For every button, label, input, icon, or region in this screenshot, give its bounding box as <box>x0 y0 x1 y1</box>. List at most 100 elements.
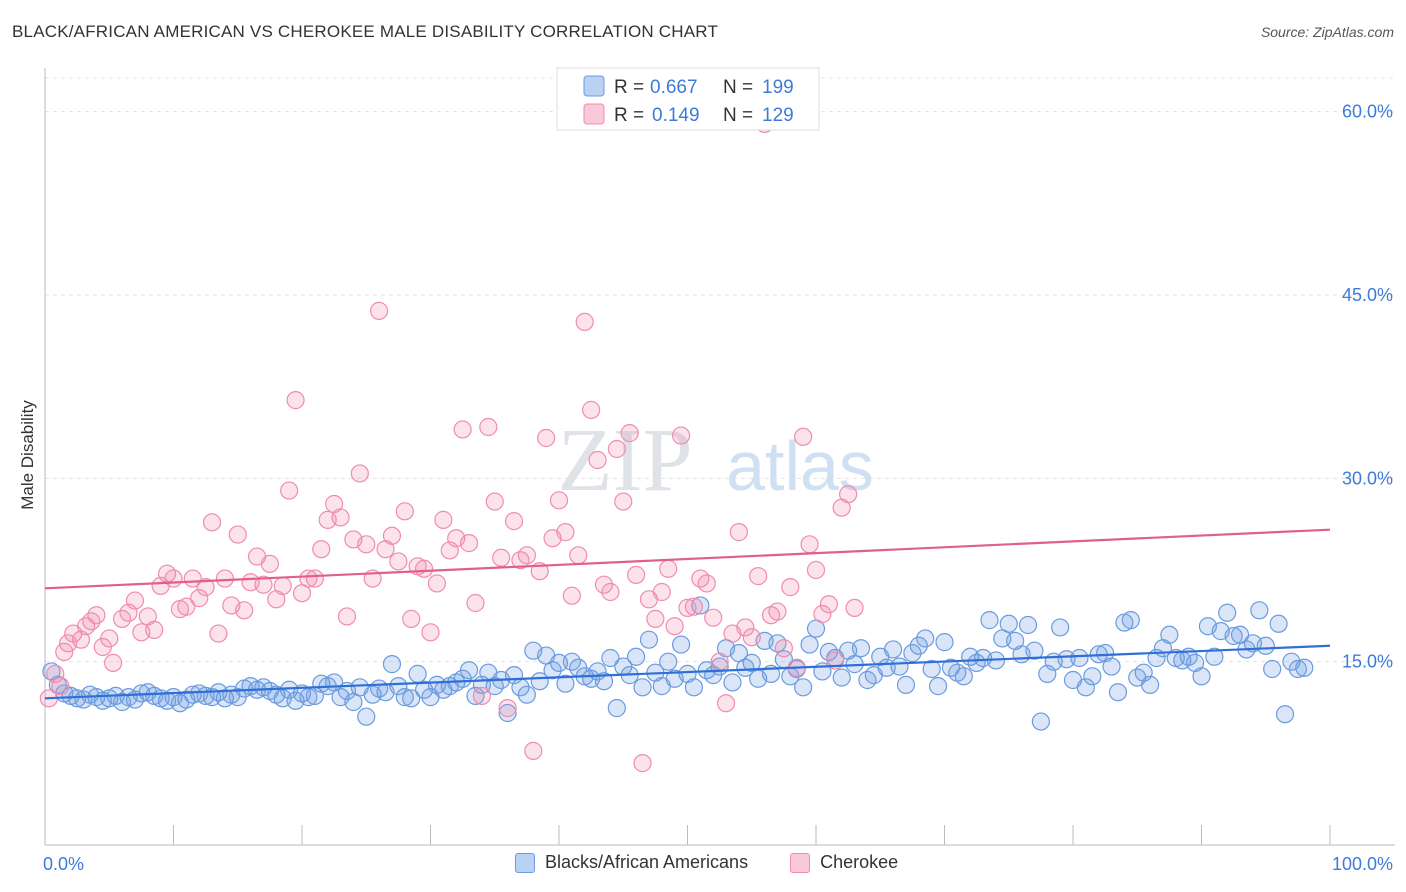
point-cherokee <box>273 576 292 595</box>
point-blacks <box>607 699 626 718</box>
point-blacks <box>1160 625 1179 644</box>
point-cherokee <box>209 624 228 643</box>
y-tick-label: 60.0% <box>1342 102 1393 122</box>
point-blacks <box>909 636 928 655</box>
point-cherokee <box>215 569 234 588</box>
stat-n-label-pink: N = <box>723 105 753 126</box>
point-blacks <box>594 672 614 691</box>
point-cherokee <box>177 597 196 616</box>
point-cherokee <box>280 481 299 500</box>
point-cherokee <box>357 535 376 554</box>
point-cherokee <box>382 526 402 545</box>
point-blacks <box>954 667 973 686</box>
point-cherokee <box>434 510 453 529</box>
point-cherokee <box>350 464 369 483</box>
point-blacks <box>517 685 536 704</box>
point-cherokee <box>517 546 536 565</box>
point-blacks <box>1083 667 1102 686</box>
point-cherokee <box>524 741 543 760</box>
point-blacks <box>1140 675 1160 694</box>
point-cherokee <box>421 623 440 642</box>
point-blacks <box>408 664 427 683</box>
point-blacks <box>183 685 202 704</box>
point-cherokee <box>466 593 485 613</box>
point-cherokee <box>402 609 421 628</box>
point-cherokee <box>562 586 581 605</box>
point-blacks <box>389 677 408 696</box>
point-cherokee <box>710 652 729 671</box>
point-cherokee <box>794 427 813 446</box>
point-blacks <box>800 635 819 654</box>
point-blacks <box>1256 636 1275 655</box>
point-cherokee <box>601 582 620 602</box>
point-blacks <box>402 689 421 708</box>
point-blacks <box>543 661 562 680</box>
trend-line-blacks <box>44 644 1331 700</box>
point-cherokee <box>665 617 684 636</box>
legend-item-cherokee[interactable]: Cherokee <box>790 852 898 873</box>
point-blacks <box>1018 615 1038 635</box>
point-cherokee <box>145 620 164 639</box>
point-cherokee <box>826 651 845 670</box>
point-blacks <box>916 629 935 648</box>
point-cherokee <box>190 589 209 608</box>
point-cherokee <box>614 492 633 511</box>
point-blacks <box>1269 614 1288 633</box>
point-blacks <box>851 639 871 658</box>
bottom-legend: Blacks/African Americans Cherokee <box>515 852 928 873</box>
point-cherokee <box>736 618 755 637</box>
legend-item-blacks[interactable]: Blacks/African Americans <box>515 852 748 873</box>
point-blacks <box>639 630 659 649</box>
point-blacks <box>1275 705 1295 724</box>
stat-r-label-blue: R = <box>614 77 644 98</box>
point-cherokee <box>305 569 324 588</box>
data-points <box>39 114 1314 773</box>
point-cherokee <box>582 400 601 419</box>
point-cherokee <box>652 582 671 602</box>
point-blacks <box>1051 618 1070 637</box>
point-blacks <box>556 674 575 693</box>
point-cherokee <box>286 391 305 410</box>
point-blacks <box>1263 659 1282 679</box>
point-blacks <box>883 640 903 659</box>
point-cherokee <box>427 574 447 593</box>
point-blacks <box>890 657 909 676</box>
point-cherokee <box>228 525 247 544</box>
point-blacks <box>935 633 954 652</box>
point-cherokee <box>537 428 556 448</box>
point-cherokee <box>646 609 665 628</box>
point-cherokee <box>87 606 106 625</box>
point-cherokee <box>299 569 318 588</box>
point-blacks <box>466 686 485 705</box>
point-blacks <box>1025 641 1044 660</box>
point-blacks <box>601 648 620 668</box>
point-cherokee <box>716 694 736 713</box>
x-tick-label-max: 100.0% <box>1332 854 1393 874</box>
legend-swatch-blacks <box>515 852 535 873</box>
point-cherokee <box>312 540 331 559</box>
point-cherokee <box>813 604 832 624</box>
point-blacks <box>684 678 704 697</box>
point-cherokee <box>768 602 787 621</box>
point-cherokee <box>633 754 652 773</box>
point-cherokee <box>498 699 517 718</box>
point-blacks <box>357 707 376 726</box>
point-cherokee <box>414 559 434 578</box>
point-cherokee <box>395 502 414 521</box>
legend-swatch-pink <box>583 103 605 125</box>
point-blacks <box>896 675 916 694</box>
point-cherokee <box>684 597 704 616</box>
point-blacks <box>832 668 851 687</box>
point-cherokee <box>235 601 254 620</box>
point-blacks <box>922 659 941 679</box>
point-cherokee <box>800 535 819 554</box>
point-blacks <box>1192 667 1211 686</box>
point-cherokee <box>202 513 222 532</box>
point-cherokee <box>678 598 697 617</box>
point-cherokee <box>104 653 123 672</box>
point-cherokee <box>51 677 70 696</box>
legend-label-blacks: Blacks/African Americans <box>545 852 749 872</box>
legend-swatch-blue <box>583 75 605 97</box>
point-blacks <box>498 703 517 723</box>
